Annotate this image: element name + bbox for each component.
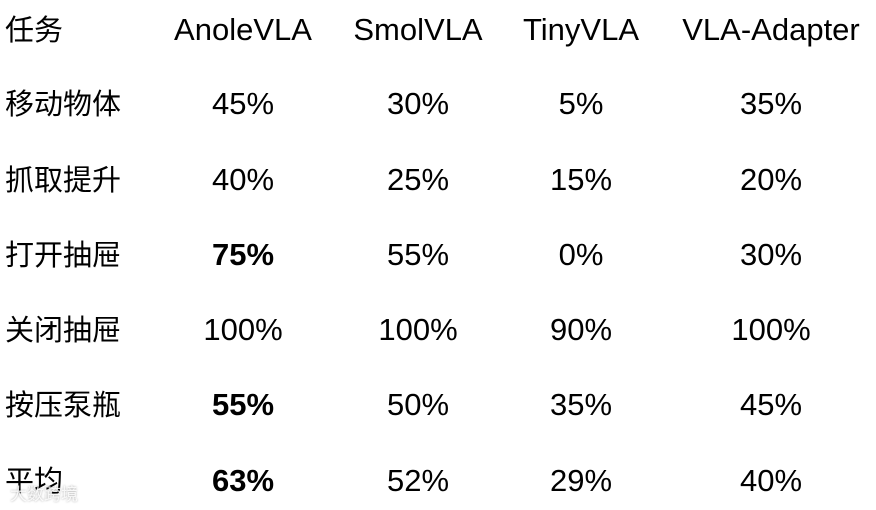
cell-value: 0% bbox=[558, 237, 604, 272]
row-label: 关闭抽屉 bbox=[5, 313, 122, 347]
cell-value: 40% bbox=[739, 463, 803, 498]
cell-value: 63% bbox=[211, 463, 275, 498]
column-header: SmolVLA bbox=[353, 12, 483, 47]
cell-value: 35% bbox=[739, 86, 803, 121]
column-header: VLA-Adapter bbox=[682, 12, 860, 47]
cell-value: 35% bbox=[549, 387, 613, 422]
cell-value: 75% bbox=[211, 237, 275, 272]
cell-value: 5% bbox=[558, 86, 604, 121]
row-label: 抓取提升 bbox=[5, 163, 122, 197]
cell-value: 30% bbox=[386, 86, 450, 121]
cell-value: 100% bbox=[203, 312, 283, 347]
cell-value: 45% bbox=[739, 387, 803, 422]
row-label: 移动物体 bbox=[5, 87, 122, 121]
cell-value: 55% bbox=[211, 387, 275, 422]
cell-value: 100% bbox=[731, 312, 811, 347]
row-label: 平均 bbox=[5, 464, 64, 498]
cell-value: 25% bbox=[386, 162, 450, 197]
cell-value: 55% bbox=[386, 237, 450, 272]
cell-value: 52% bbox=[386, 463, 450, 498]
header-label: 任务 bbox=[5, 13, 64, 47]
cell-value: 50% bbox=[386, 387, 450, 422]
cell-value: 90% bbox=[549, 312, 613, 347]
row-label: 打开抽屉 bbox=[5, 238, 122, 272]
column-header: TinyVLA bbox=[522, 12, 640, 47]
watermark: 大数跨境 bbox=[10, 485, 78, 505]
cell-value: 20% bbox=[739, 162, 803, 197]
cell-value: 100% bbox=[378, 312, 458, 347]
column-header: AnoleVLA bbox=[174, 12, 312, 47]
cell-value: 29% bbox=[549, 463, 613, 498]
cell-value: 40% bbox=[211, 162, 275, 197]
cell-value: 30% bbox=[739, 237, 803, 272]
cell-value: 45% bbox=[211, 86, 275, 121]
row-label: 按压泵瓶 bbox=[5, 388, 122, 422]
cell-value: 15% bbox=[549, 162, 613, 197]
